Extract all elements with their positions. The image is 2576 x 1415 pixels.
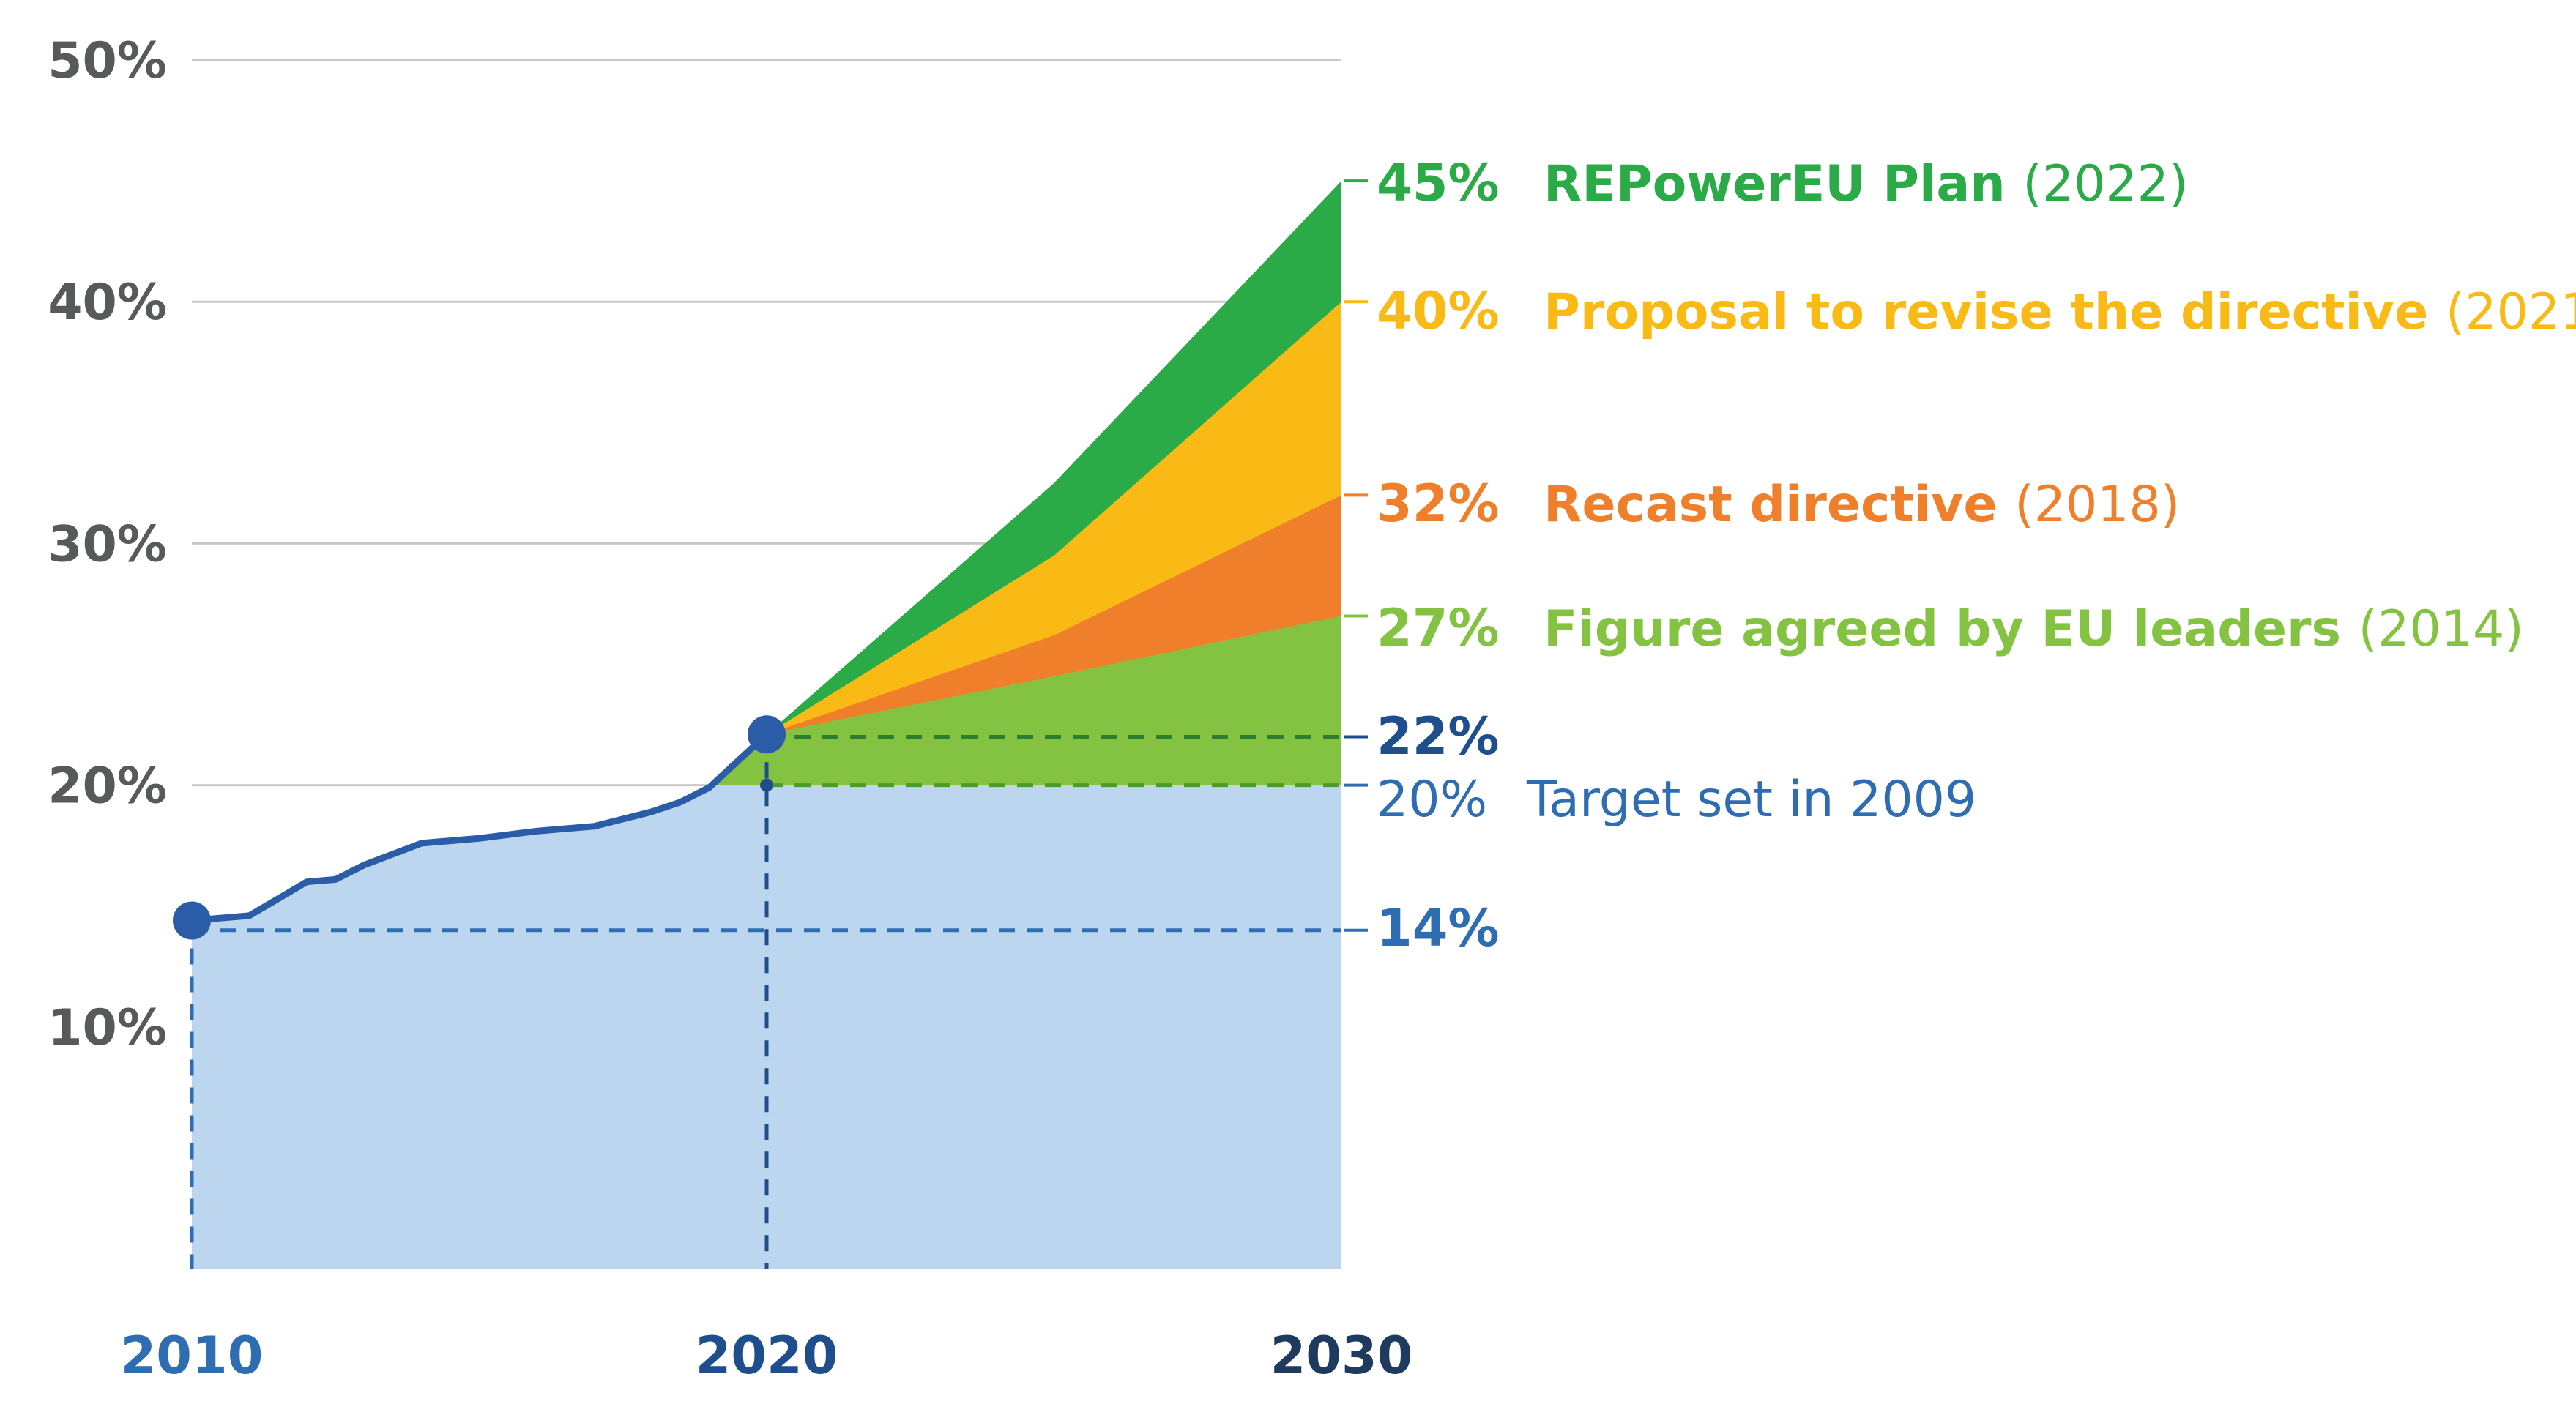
reference-label-20: 20% <box>1377 771 1487 829</box>
y-tick-label: 40% <box>48 274 167 332</box>
series-value-label: 27% <box>1377 598 1500 658</box>
series-year: (2021) <box>2446 283 2576 341</box>
area-layer <box>192 181 1341 1269</box>
x-tick-label-2020: 2020 <box>696 1326 838 1386</box>
series-value-label: 40% <box>1377 281 1500 341</box>
series-value-label: 32% <box>1377 474 1500 534</box>
target-marker-2020 <box>760 778 773 792</box>
reference-label-22: 22% <box>1377 706 1500 766</box>
series-name-label: Figure agreed by EU leaders (2014) <box>1544 600 2524 658</box>
series-year: (2014) <box>2359 600 2524 658</box>
series-name-label: Proposal to revise the directive (2021) <box>1544 283 2576 341</box>
series-year: (2018) <box>2014 476 2180 534</box>
y-tick-label: 30% <box>48 515 167 573</box>
reference-text-20: Target set in 2009 <box>1526 771 1976 829</box>
projection-area-27 <box>709 616 1341 785</box>
data-point-2020 <box>748 715 786 754</box>
projection-area-32 <box>767 495 1341 735</box>
series-name: REPowerEU Plan <box>1544 155 2022 213</box>
x-tick-label-2030: 2030 <box>1270 1326 1413 1386</box>
base-area <box>192 734 1341 1269</box>
series-year: (2022) <box>2022 155 2188 213</box>
reference-label-14: 14% <box>1377 898 1500 958</box>
y-tick-label: 20% <box>48 758 167 815</box>
y-tick-label: 10% <box>48 999 167 1057</box>
series-name: Proposal to revise the directive <box>1544 283 2446 341</box>
series-name-label: Recast directive (2018) <box>1544 476 2180 534</box>
history-line <box>191 731 770 924</box>
series-value-label: 45% <box>1377 153 1500 213</box>
data-point-2010 <box>173 901 211 940</box>
x-tick-label-2010: 2010 <box>121 1326 264 1386</box>
series-name: Figure agreed by EU leaders <box>1544 600 2359 658</box>
series-name: Recast directive <box>1544 476 2014 534</box>
y-tick-label: 50% <box>48 32 167 90</box>
text-layer: 10% 20% 30% 40% 50% 45% REPowerEU Plan (2022) 4… <box>48 32 2576 1386</box>
series-name-label: REPowerEU Plan (2022) <box>1544 155 2188 213</box>
line-layer <box>173 179 1368 1269</box>
